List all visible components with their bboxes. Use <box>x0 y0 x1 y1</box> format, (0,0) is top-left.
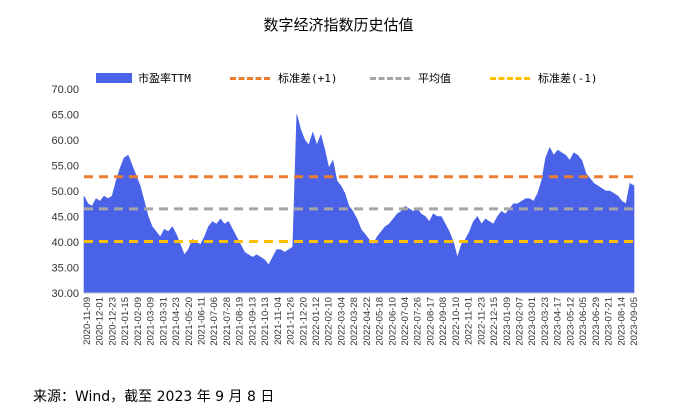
chart-title: 数字经济指数历史估值 <box>263 16 414 34</box>
x-tick-label: 2022-03-04 <box>336 297 347 346</box>
x-tick-label: 2021-03-31 <box>158 297 169 346</box>
y-tick-label: 50.00 <box>51 186 79 198</box>
x-tick-label: 2022-11-01 <box>464 297 475 345</box>
legend-label-pe: 市盈率TTM <box>138 72 191 85</box>
legend-label-mean: 平均值 <box>418 72 451 85</box>
legend-item-pe: 市盈率TTM <box>96 70 191 86</box>
x-tick-label: 2021-10-13 <box>260 297 271 346</box>
legend-swatch-plus1 <box>230 76 270 80</box>
x-tick-label: 2022-05-18 <box>375 297 386 346</box>
source-note: 来源：Wind，截至 2023 年 9 月 8 日 <box>33 389 275 405</box>
x-tick-label: 2021-03-09 <box>146 297 157 346</box>
x-tick-label: 2023-07-21 <box>604 297 615 346</box>
x-tick-label: 2021-11-04 <box>273 297 284 345</box>
x-tick-label: 2023-06-29 <box>591 297 602 346</box>
x-tick-label: 2022-11-23 <box>476 297 487 345</box>
x-tick-label: 2022-04-22 <box>362 297 373 346</box>
x-tick-label: 2022-07-04 <box>400 297 411 346</box>
x-tick-label: 2021-12-20 <box>298 297 309 346</box>
legend-label-minus1: 标准差(-1) <box>538 72 598 85</box>
x-tick-label: 2023-03-01 <box>527 297 538 346</box>
y-tick-label: 70.00 <box>51 84 79 96</box>
y-tick-label: 35.00 <box>51 263 79 275</box>
y-tick-label: 40.00 <box>51 237 79 249</box>
legend-swatch-mean <box>370 76 410 80</box>
chart-legend: 市盈率TTM 标准差(+1) 平均值 标准差(-1) <box>96 70 656 86</box>
x-tick-label: 2021-09-13 <box>247 297 258 346</box>
x-tick-label: 2022-03-28 <box>349 297 360 346</box>
x-tick-label: 2023-05-12 <box>565 297 576 346</box>
x-tick-label: 2022-08-17 <box>425 297 436 346</box>
x-tick-label: 2023-08-14 <box>616 297 627 346</box>
x-tick-label: 2023-01-09 <box>502 297 513 346</box>
x-tick-label: 2020-12-23 <box>107 297 118 346</box>
x-tick-label: 2022-06-10 <box>387 297 398 346</box>
x-tick-label: 2021-07-28 <box>222 297 233 346</box>
y-tick-label: 45.00 <box>51 212 79 224</box>
x-tick-label: 2023-02-07 <box>515 297 526 346</box>
x-tick-label: 2021-01-15 <box>120 297 131 346</box>
x-tick-label: 2023-09-05 <box>629 297 640 346</box>
legend-swatch-pe <box>96 73 132 83</box>
x-tick-label: 2022-07-26 <box>413 297 424 346</box>
x-tick-label: 2021-02-09 <box>133 297 144 346</box>
legend-item-plus1: 标准差(+1) <box>230 70 338 86</box>
x-tick-label: 2021-04-23 <box>171 297 182 346</box>
x-tick-label: 2022-02-10 <box>324 297 335 346</box>
pe-ttm-area <box>83 114 635 294</box>
x-tick-label: 2022-09-08 <box>438 297 449 346</box>
x-tick-label: 2022-10-10 <box>451 297 462 346</box>
legend-item-mean: 平均值 <box>370 70 451 86</box>
x-tick-label: 2021-06-11 <box>196 297 207 345</box>
y-tick-label: 30.00 <box>51 288 79 300</box>
x-tick-label: 2020-12-01 <box>95 297 106 346</box>
x-tick-label: 2023-03-23 <box>540 297 551 346</box>
x-tick-label: 2022-12-15 <box>489 297 500 346</box>
x-tick-label: 2021-08-19 <box>235 297 246 346</box>
legend-swatch-minus1 <box>490 76 530 80</box>
x-tick-label: 2021-05-20 <box>184 297 195 346</box>
y-tick-label: 55.00 <box>51 161 79 173</box>
x-tick-label: 2021-11-26 <box>286 297 297 345</box>
y-tick-label: 60.00 <box>51 135 79 147</box>
y-tick-label: 65.00 <box>51 110 79 122</box>
x-tick-label: 2023-06-05 <box>578 297 589 346</box>
x-tick-label: 2021-07-06 <box>209 297 220 346</box>
x-tick-label: 2023-04-17 <box>553 297 564 346</box>
legend-label-plus1: 标准差(+1) <box>278 72 338 85</box>
x-tick-label: 2022-01-12 <box>311 297 322 346</box>
x-tick-label: 2020-11-09 <box>82 297 93 345</box>
legend-item-minus1: 标准差(-1) <box>490 70 598 86</box>
